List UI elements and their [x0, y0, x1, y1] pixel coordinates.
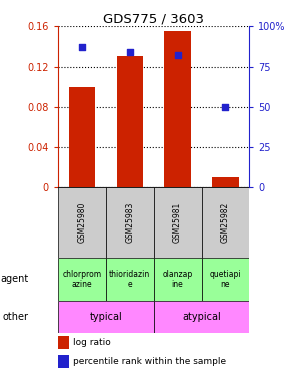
FancyBboxPatch shape: [154, 188, 202, 258]
Bar: [58, 336, 68, 350]
Text: other: other: [2, 312, 28, 322]
FancyBboxPatch shape: [106, 188, 154, 258]
Bar: [212, 177, 239, 188]
Point: [223, 104, 228, 110]
Text: thioridazin
e: thioridazin e: [109, 270, 151, 289]
FancyBboxPatch shape: [58, 301, 154, 333]
Text: agent: agent: [0, 274, 28, 284]
Bar: [164, 31, 191, 188]
Point: [127, 49, 132, 55]
Bar: [117, 57, 143, 188]
Title: GDS775 / 3603: GDS775 / 3603: [103, 12, 204, 25]
FancyBboxPatch shape: [154, 301, 249, 333]
Text: chlorprom
azine: chlorprom azine: [62, 270, 102, 289]
FancyBboxPatch shape: [202, 188, 249, 258]
Text: GSM25980: GSM25980: [77, 202, 86, 243]
Text: typical: typical: [90, 312, 122, 322]
Text: log ratio: log ratio: [73, 338, 111, 347]
Text: olanzap
ine: olanzap ine: [162, 270, 193, 289]
FancyBboxPatch shape: [58, 258, 106, 301]
FancyBboxPatch shape: [202, 258, 249, 301]
Point: [79, 44, 84, 50]
Text: GSM25982: GSM25982: [221, 202, 230, 243]
Bar: [58, 355, 68, 368]
Point: [175, 52, 180, 58]
FancyBboxPatch shape: [58, 188, 106, 258]
Text: quetiapi
ne: quetiapi ne: [210, 270, 241, 289]
Text: GSM25983: GSM25983: [125, 202, 134, 243]
Text: percentile rank within the sample: percentile rank within the sample: [73, 357, 226, 366]
Bar: [69, 87, 95, 188]
Text: atypical: atypical: [182, 312, 221, 322]
FancyBboxPatch shape: [106, 258, 154, 301]
FancyBboxPatch shape: [154, 258, 202, 301]
Text: GSM25981: GSM25981: [173, 202, 182, 243]
